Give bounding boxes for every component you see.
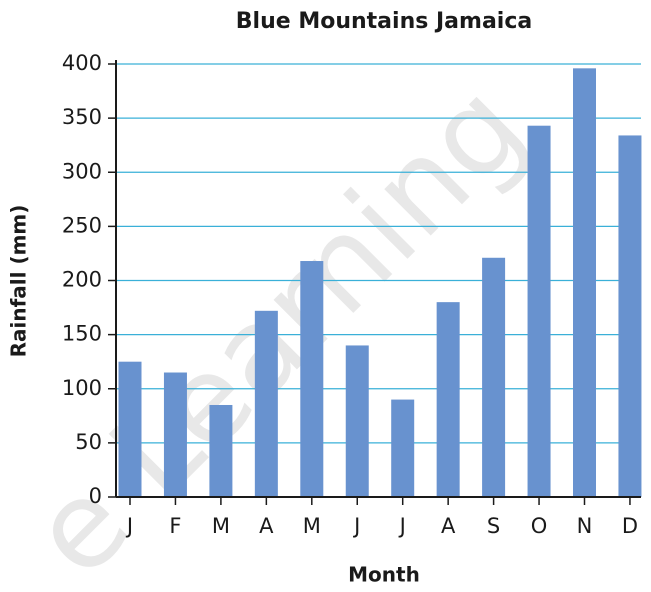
bar xyxy=(345,345,369,497)
x-tick-label: O xyxy=(531,514,548,538)
y-tick-label: 300 xyxy=(62,159,102,183)
y-tick-label: 250 xyxy=(62,213,102,237)
bar xyxy=(300,261,324,497)
y-tick-label: 100 xyxy=(62,376,102,400)
chart-title: Blue Mountains Jamaica xyxy=(236,9,532,34)
x-axis-label: Month xyxy=(348,563,420,587)
x-tick-label: M xyxy=(303,514,321,538)
y-tick-label: 350 xyxy=(62,105,102,129)
bar xyxy=(209,404,233,497)
bar xyxy=(163,372,187,497)
x-tick-label: J xyxy=(125,514,133,538)
bar xyxy=(618,135,642,497)
bar xyxy=(118,361,142,497)
x-tick-label: J xyxy=(398,514,406,538)
x-tick-label: M xyxy=(212,514,230,538)
y-tick-label: 200 xyxy=(62,268,102,292)
y-tick-label: 400 xyxy=(62,51,102,75)
x-tick-label: A xyxy=(259,514,274,538)
x-tick-label: F xyxy=(169,514,181,538)
bar xyxy=(482,257,506,497)
x-tick-label: A xyxy=(441,514,456,538)
x-tick-label: S xyxy=(487,514,500,538)
bar xyxy=(254,310,278,497)
x-tick-label: J xyxy=(352,514,360,538)
bar xyxy=(573,68,596,497)
x-tick-label: D xyxy=(622,514,638,538)
bar xyxy=(527,125,551,497)
bar xyxy=(391,399,415,497)
y-tick-label: 150 xyxy=(62,322,102,346)
y-tick-label: 50 xyxy=(75,430,102,454)
y-axis-label: Rainfall (mm) xyxy=(7,205,31,358)
y-tick-label: 0 xyxy=(89,484,102,508)
bar xyxy=(436,302,460,497)
x-tick-label: N xyxy=(577,514,593,538)
